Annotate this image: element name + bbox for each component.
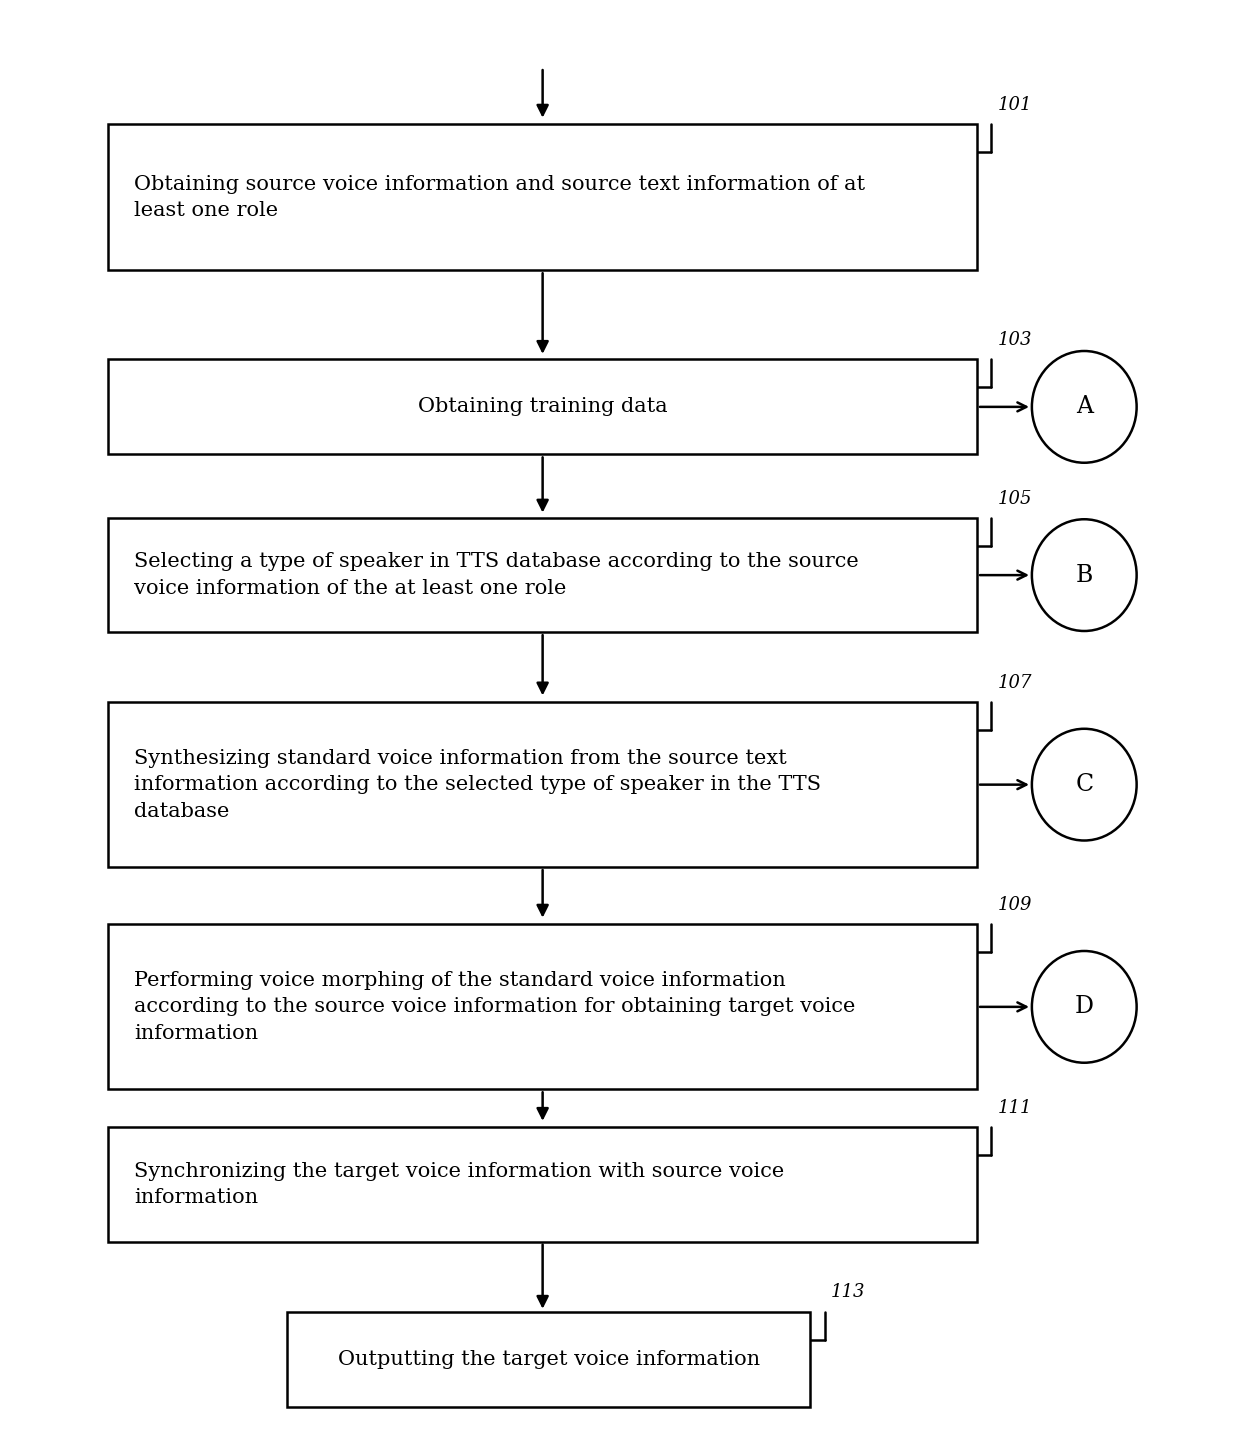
Bar [286,1311,811,1407]
Bar [108,359,977,454]
Bar [108,703,977,867]
Text: Synchronizing the target voice information with source voice
information: Synchronizing the target voice informati… [134,1163,785,1208]
Text: Selecting a type of speaker in TTS database according to the source
voice inform: Selecting a type of speaker in TTS datab… [134,553,859,598]
Circle shape [1032,729,1137,841]
Text: Obtaining source voice information and source text information of at
least one r: Obtaining source voice information and s… [134,175,866,220]
Circle shape [1032,519,1137,631]
Text: 107: 107 [997,674,1032,693]
Text: Performing voice morphing of the standard voice information
according to the sou: Performing voice morphing of the standar… [134,970,856,1043]
Text: Synthesizing standard voice information from the source text
information accordi: Synthesizing standard voice information … [134,749,821,821]
Text: 111: 111 [997,1100,1032,1117]
Text: 113: 113 [831,1283,866,1301]
Text: Obtaining training data: Obtaining training data [418,397,667,416]
Text: 109: 109 [997,896,1032,914]
Text: B: B [1075,563,1092,586]
Text: 103: 103 [997,332,1032,349]
Bar [108,518,977,633]
Text: Outputting the target voice information: Outputting the target voice information [337,1350,760,1369]
Circle shape [1032,351,1137,463]
Bar [108,124,977,271]
Text: 101: 101 [997,96,1032,113]
Text: C: C [1075,773,1094,796]
Text: A: A [1076,396,1092,419]
Bar [108,924,977,1090]
Text: 105: 105 [997,490,1032,508]
Bar [108,1128,977,1241]
Circle shape [1032,952,1137,1062]
Text: D: D [1075,995,1094,1018]
